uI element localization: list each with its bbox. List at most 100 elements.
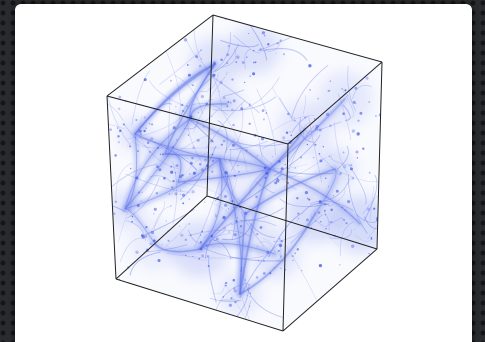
filament-strand bbox=[125, 220, 147, 242]
filament-strand bbox=[213, 239, 232, 260]
filament-strand bbox=[256, 88, 276, 156]
cube-edge-front-bottom bbox=[115, 278, 284, 332]
matter-particle bbox=[248, 104, 251, 107]
filament-strand bbox=[210, 201, 232, 217]
matter-particle bbox=[245, 149, 248, 152]
matter-particle bbox=[189, 115, 193, 119]
matter-particle bbox=[366, 207, 371, 211]
matter-particle bbox=[199, 163, 202, 166]
cube-edge-top-left bbox=[106, 14, 214, 97]
matter-particle bbox=[233, 321, 237, 325]
image-card bbox=[15, 4, 472, 342]
matter-particle bbox=[300, 156, 303, 159]
matter-particle bbox=[162, 153, 164, 156]
matter-particle bbox=[202, 125, 205, 128]
matter-particle bbox=[365, 76, 369, 80]
filament-strand bbox=[244, 168, 336, 215]
matter-particle bbox=[192, 256, 194, 258]
filament-strand bbox=[126, 177, 160, 219]
filament-strand bbox=[309, 200, 354, 211]
filament-strand bbox=[166, 252, 238, 259]
matter-particle bbox=[339, 264, 341, 266]
matter-particle bbox=[205, 102, 209, 106]
matter-particle bbox=[107, 193, 111, 197]
matter-particle bbox=[276, 42, 279, 45]
matter-particle bbox=[275, 17, 279, 20]
matter-particle bbox=[329, 80, 332, 82]
matter-particle bbox=[282, 53, 285, 56]
matter-particle bbox=[350, 164, 353, 167]
matter-particle bbox=[218, 90, 220, 92]
matter-particle bbox=[241, 198, 243, 200]
matter-particle bbox=[91, 96, 92, 97]
filament-strand bbox=[208, 257, 217, 303]
matter-particle bbox=[342, 112, 345, 115]
matter-particle bbox=[362, 264, 366, 268]
matter-particle bbox=[224, 194, 227, 198]
matter-particle bbox=[231, 200, 234, 203]
matter-particle bbox=[179, 193, 181, 195]
filament-strand bbox=[122, 156, 223, 212]
filament-strand bbox=[224, 89, 245, 96]
matter-particle bbox=[228, 303, 233, 307]
matter-particle bbox=[154, 141, 156, 143]
matter-particle bbox=[222, 163, 224, 165]
filament-strand bbox=[134, 133, 221, 160]
matter-particle bbox=[258, 260, 259, 262]
matter-particle bbox=[89, 237, 90, 238]
filament-strand bbox=[149, 200, 166, 234]
matter-particle bbox=[189, 173, 191, 175]
filament-strand bbox=[230, 256, 285, 262]
matter-particle bbox=[368, 101, 371, 103]
matter-particle bbox=[95, 177, 97, 179]
filament-strand bbox=[167, 97, 171, 157]
matter-particle bbox=[172, 126, 176, 130]
filament-strand bbox=[177, 168, 271, 183]
matter-particle bbox=[355, 102, 357, 104]
matter-particle bbox=[248, 103, 251, 106]
matter-particle bbox=[276, 179, 280, 183]
matter-particle bbox=[145, 127, 147, 129]
filament-strand bbox=[208, 230, 225, 242]
filament-strand bbox=[243, 261, 252, 286]
matter-particle bbox=[114, 200, 118, 204]
filament-strand bbox=[134, 63, 216, 135]
filament-strand bbox=[268, 167, 362, 226]
matter-particle bbox=[222, 139, 226, 143]
matter-particle bbox=[277, 249, 280, 252]
matter-particle bbox=[357, 119, 360, 122]
filament-strand bbox=[211, 73, 222, 111]
matter-particle bbox=[186, 105, 188, 107]
filament-strand bbox=[122, 116, 193, 212]
matter-particle bbox=[241, 60, 245, 65]
matter-particle bbox=[306, 143, 309, 146]
matter-particle bbox=[236, 217, 239, 219]
matter-particle bbox=[143, 116, 147, 119]
matter-particle bbox=[248, 287, 251, 290]
matter-particle bbox=[75, 162, 76, 163]
matter-particle bbox=[314, 143, 317, 146]
matter-particle bbox=[215, 215, 217, 217]
filament-strand bbox=[129, 251, 161, 276]
matter-particle bbox=[191, 190, 195, 194]
matter-particle bbox=[351, 176, 355, 180]
matter-particle bbox=[376, 47, 379, 51]
filament-strand bbox=[347, 66, 357, 112]
matter-particle bbox=[328, 89, 331, 92]
filament-strand bbox=[303, 122, 313, 139]
filament-strand bbox=[152, 241, 203, 254]
matter-particle bbox=[200, 49, 202, 52]
filament-strand bbox=[226, 171, 236, 241]
matter-particle bbox=[135, 118, 138, 122]
filament-strand bbox=[261, 140, 294, 150]
cube-wireframe bbox=[106, 14, 383, 332]
matter-particle bbox=[231, 143, 235, 147]
matter-particle bbox=[200, 248, 203, 251]
matter-particle bbox=[397, 125, 398, 126]
filament-strand bbox=[230, 148, 236, 172]
matter-particle bbox=[314, 127, 319, 131]
matter-particle bbox=[280, 267, 282, 269]
matter-particle bbox=[317, 211, 321, 214]
matter-particle bbox=[104, 128, 106, 130]
matter-particle bbox=[254, 61, 257, 64]
